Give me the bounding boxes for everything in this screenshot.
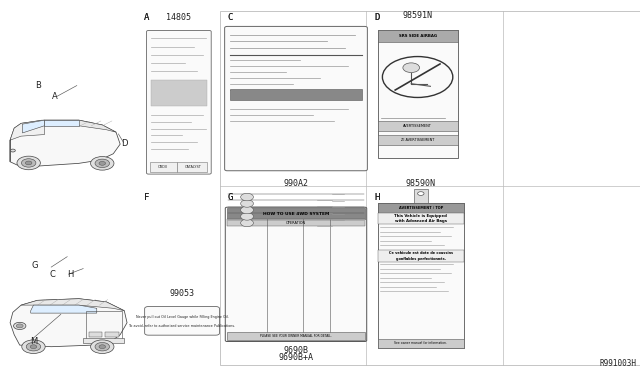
Text: R991003H: R991003H — [600, 359, 637, 368]
Text: gonflables perfectionnés.: gonflables perfectionnés. — [396, 257, 446, 260]
Text: CATALYST: CATALYST — [185, 165, 202, 169]
Circle shape — [91, 340, 114, 353]
Text: D: D — [374, 13, 380, 22]
Bar — [378, 339, 464, 348]
Text: OPERATION: OPERATION — [286, 221, 306, 225]
Text: See owner manual for information.: See owner manual for information. — [394, 341, 447, 345]
Bar — [105, 332, 119, 337]
Circle shape — [99, 161, 106, 165]
Text: D: D — [374, 13, 380, 22]
Text: B: B — [35, 81, 42, 90]
Circle shape — [17, 156, 40, 170]
Circle shape — [417, 192, 424, 195]
Text: Never pull out Oil Level Gauge while Filling Engine Oil.: Never pull out Oil Level Gauge while Fil… — [136, 315, 228, 319]
Circle shape — [13, 322, 26, 330]
Bar — [86, 311, 122, 339]
Circle shape — [241, 193, 253, 201]
Text: G: G — [32, 262, 38, 270]
Polygon shape — [10, 120, 45, 162]
Bar — [378, 203, 464, 348]
Circle shape — [241, 219, 253, 227]
Bar — [414, 189, 428, 203]
Text: F: F — [144, 193, 149, 202]
Circle shape — [95, 343, 109, 351]
Text: PLEASE SEE YOUR OWNER MANUAL FOR DETAIL.: PLEASE SEE YOUR OWNER MANUAL FOR DETAIL. — [260, 334, 332, 338]
FancyBboxPatch shape — [225, 207, 367, 341]
Bar — [378, 121, 458, 131]
Polygon shape — [10, 299, 127, 347]
Bar — [378, 250, 464, 262]
Circle shape — [21, 159, 36, 167]
Text: 98590N: 98590N — [406, 179, 436, 188]
Circle shape — [403, 63, 420, 73]
Text: F: F — [144, 193, 149, 202]
Circle shape — [16, 324, 23, 328]
Text: A: A — [144, 13, 149, 22]
Bar — [220, 11, 640, 365]
Bar — [378, 203, 464, 213]
FancyBboxPatch shape — [145, 307, 220, 335]
Polygon shape — [10, 120, 120, 167]
Bar — [150, 162, 177, 172]
Circle shape — [30, 345, 36, 349]
Bar — [83, 338, 124, 343]
Bar — [227, 208, 365, 219]
Text: C: C — [227, 13, 232, 22]
Circle shape — [22, 340, 45, 353]
Bar — [378, 213, 464, 224]
Text: A: A — [52, 92, 57, 101]
Text: HOW TO USE 4WD SYSTEM: HOW TO USE 4WD SYSTEM — [263, 212, 329, 216]
Bar — [151, 80, 207, 106]
Text: with Advanced Air Bags: with Advanced Air Bags — [395, 219, 447, 223]
Text: 9690B: 9690B — [284, 346, 308, 355]
Bar — [230, 89, 362, 100]
Text: A: A — [144, 13, 149, 22]
Polygon shape — [22, 120, 45, 133]
Text: 990A2: 990A2 — [284, 179, 308, 187]
Text: H: H — [374, 193, 380, 202]
Text: 9690B+A: 9690B+A — [278, 353, 314, 362]
Text: 14805: 14805 — [166, 13, 191, 22]
Circle shape — [99, 345, 106, 349]
Bar — [378, 30, 458, 42]
Text: D: D — [122, 139, 128, 148]
Text: Ce vehicule est dote de coussins: Ce vehicule est dote de coussins — [388, 251, 453, 255]
Circle shape — [241, 206, 253, 214]
Circle shape — [241, 200, 253, 207]
Bar — [88, 332, 102, 337]
Bar — [227, 332, 365, 340]
Text: M: M — [29, 337, 37, 346]
Text: SRS SIDE AIRBAG: SRS SIDE AIRBAG — [399, 34, 436, 38]
Circle shape — [241, 213, 253, 220]
Text: AVERTISSEMENT: AVERTISSEMENT — [403, 124, 432, 128]
Text: C: C — [227, 13, 232, 22]
Circle shape — [10, 149, 15, 152]
Circle shape — [26, 343, 41, 351]
Circle shape — [91, 157, 114, 170]
Polygon shape — [45, 120, 79, 126]
Text: OBDII: OBDII — [158, 165, 168, 169]
Bar — [378, 135, 458, 145]
Text: This Vehicle is Equipped: This Vehicle is Equipped — [394, 214, 447, 218]
Polygon shape — [21, 299, 124, 311]
Text: G: G — [227, 193, 232, 202]
Circle shape — [95, 159, 109, 167]
FancyBboxPatch shape — [147, 31, 211, 174]
Bar — [177, 162, 207, 172]
Text: AVERTISSEMENT / TOP: AVERTISSEMENT / TOP — [399, 206, 443, 210]
Polygon shape — [31, 305, 97, 313]
Text: H: H — [67, 270, 74, 279]
Bar — [378, 30, 458, 158]
Text: C: C — [49, 270, 56, 279]
Text: To avoid, refer to authorized service maintenance Publications.: To avoid, refer to authorized service ma… — [129, 324, 236, 328]
Polygon shape — [45, 120, 116, 132]
Bar — [227, 219, 365, 226]
Text: ZI AVERTISSEMENT: ZI AVERTISSEMENT — [401, 138, 435, 142]
FancyBboxPatch shape — [225, 26, 367, 171]
Text: 99053: 99053 — [170, 289, 195, 298]
Circle shape — [26, 161, 32, 165]
Text: G: G — [227, 193, 232, 202]
Text: H: H — [374, 193, 380, 202]
Text: 98591N: 98591N — [403, 12, 433, 20]
